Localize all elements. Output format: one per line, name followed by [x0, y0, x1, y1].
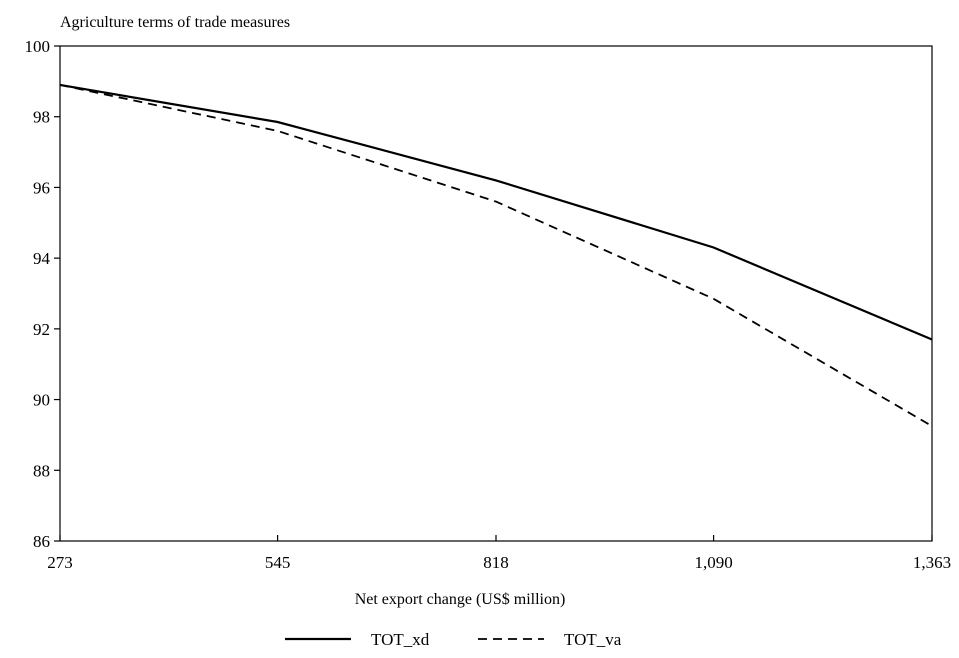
x-tick-label: 273 — [47, 553, 73, 572]
series-layer — [59, 83, 933, 427]
y-tick-label: 86 — [33, 532, 50, 551]
legend: TOT_xd TOT_va — [285, 630, 622, 649]
y-tick-label: 92 — [33, 320, 50, 339]
y-tick-label: 88 — [33, 461, 50, 480]
legend-label-tot-va: TOT_va — [564, 630, 622, 649]
x-axis: 273 545 818 1,090 1,363 — [47, 535, 951, 572]
plot-frame — [59, 45, 933, 542]
y-tick-label: 100 — [25, 37, 51, 56]
x-tick-label: 545 — [265, 553, 291, 572]
x-tick-label: 818 — [483, 553, 509, 572]
series-line-tot-va — [59, 84, 933, 427]
x-axis-label: Net export change (US$ million) — [355, 591, 566, 608]
y-axis: 86 88 90 92 94 96 98 100 — [25, 37, 60, 551]
series-line-tot-xd — [59, 83, 933, 341]
x-tick-label: 1,090 — [694, 553, 732, 572]
y-tick-label: 90 — [33, 391, 50, 410]
y-tick-label: 98 — [33, 108, 50, 127]
x-tick-label: 1,363 — [913, 553, 951, 572]
chart-title: Agriculture terms of trade measures — [60, 14, 290, 31]
y-tick-label: 94 — [33, 249, 51, 268]
y-tick-label: 96 — [33, 178, 50, 197]
legend-label-tot-xd: TOT_xd — [371, 630, 430, 649]
